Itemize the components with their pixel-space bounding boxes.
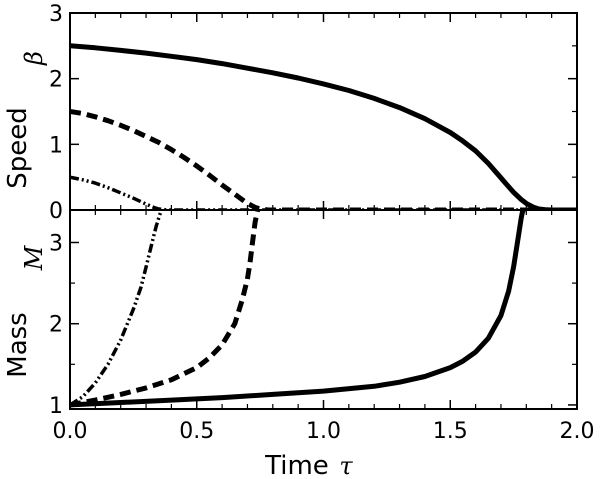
speed-ytick-label: 3	[49, 2, 63, 27]
mass-panel: 1 2 3 0.0 0.5 1.0 1.5 2.0	[49, 209, 595, 444]
speed-ytick-label: 2	[49, 68, 63, 93]
speed-ylabel-symbol: β	[20, 51, 48, 66]
speed-series-solid-line	[70, 43, 577, 210]
time-xlabel: Time	[264, 451, 329, 479]
mass-ytick-label: 2	[49, 313, 63, 338]
mass-ylabel-symbol: M	[20, 244, 48, 271]
time-xtick-label: 1.5	[433, 419, 468, 444]
time-xtick-label: 1.0	[306, 419, 341, 444]
speed-series-group	[70, 43, 577, 210]
speed-series-dashdot-line	[70, 175, 577, 210]
time-xtick-label: 2.0	[560, 419, 595, 444]
time-xlabel-symbol: τ	[339, 452, 353, 479]
mass-series-solid-line	[70, 210, 526, 408]
speed-panel: 0 1 2 3	[49, 2, 578, 224]
speed-ylabel: Speed	[3, 107, 33, 189]
mass-series-group	[70, 210, 526, 408]
mass-series-dashdot-line	[70, 210, 163, 407]
mass-ytick-label: 1	[49, 394, 63, 419]
time-xtick-label: 0.0	[53, 419, 88, 444]
speed-series-dashed-line	[70, 109, 577, 210]
mass-series-dashed-line	[70, 210, 261, 408]
time-xtick-label: 0.5	[179, 419, 214, 444]
speed-ytick-label: 1	[49, 133, 63, 158]
speed-ytick-label: 0	[49, 199, 63, 224]
mass-ytick-label: 3	[49, 231, 63, 256]
mass-ylabel: Mass	[3, 312, 33, 377]
